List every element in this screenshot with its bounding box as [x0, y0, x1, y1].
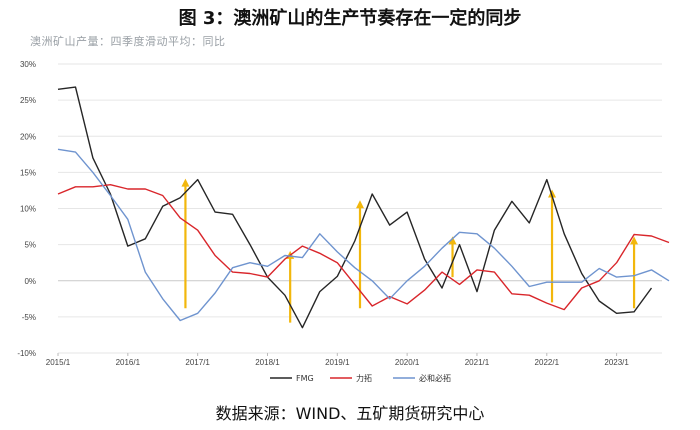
arrow-head	[181, 178, 190, 187]
arrow-head	[630, 236, 639, 245]
y-tick-label: 30%	[20, 60, 36, 69]
x-tick-label: 2015/1	[46, 358, 71, 367]
series-line-1	[57, 183, 670, 311]
y-tick-label: 20%	[20, 132, 36, 141]
data-source: 数据来源：WIND、五矿期货研究中心	[215, 404, 485, 423]
series-line-0	[57, 86, 653, 329]
x-tick-label: 2022/1	[535, 358, 560, 367]
arrow-head	[356, 200, 364, 209]
x-tick-label: 2019/1	[325, 358, 350, 367]
arrow-head	[448, 236, 457, 245]
y-tick-label: 25%	[20, 96, 36, 105]
chart-subtitle: 澳洲矿山产量：四季度滑动平均：同比	[30, 35, 226, 48]
legend-label: FMG	[296, 374, 314, 383]
x-tick-label: 2020/1	[395, 358, 420, 367]
series-line-2	[57, 148, 670, 322]
x-tick-label: 2021/1	[465, 358, 490, 367]
arrow-head	[548, 189, 557, 198]
y-tick-label: -10%	[17, 349, 36, 358]
y-tick-label: 0%	[24, 277, 36, 286]
x-tick-label: 2018/1	[255, 358, 280, 367]
y-tick-label: -5%	[22, 313, 36, 322]
line-chart: -10% -5% 0% 5% 10% 15% 20% 25% 30% 2015/1 2016/1 20…	[17, 60, 670, 383]
y-tick-label: 10%	[20, 205, 36, 214]
y-tick-label: 5%	[24, 241, 36, 250]
chart-title: 图 3：澳洲矿山的生产节奏存在一定的同步	[178, 8, 522, 29]
x-tick-label: 2016/1	[116, 358, 141, 367]
legend-label: 必和必拓	[419, 373, 451, 383]
x-tick-label: 2017/1	[185, 358, 210, 367]
legend-label: 力拓	[356, 373, 372, 383]
y-tick-label: 15%	[20, 168, 36, 177]
x-tick-label: 2023/1	[604, 358, 629, 367]
